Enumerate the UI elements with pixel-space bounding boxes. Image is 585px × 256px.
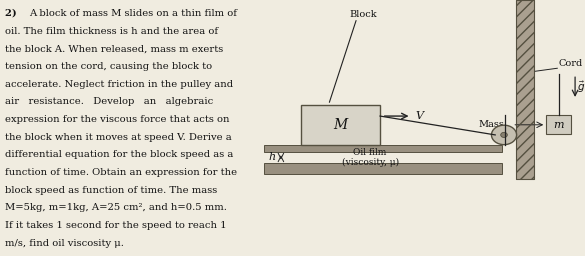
Text: Oil film
(viscosity, μ): Oil film (viscosity, μ) xyxy=(342,148,399,167)
Text: differential equation for the block speed as a: differential equation for the block spee… xyxy=(5,150,233,159)
Text: V: V xyxy=(415,111,424,121)
Text: h: h xyxy=(268,152,275,163)
Text: If it takes 1 second for the speed to reach 1: If it takes 1 second for the speed to re… xyxy=(5,221,227,230)
Text: m: m xyxy=(553,120,564,130)
Bar xyxy=(546,115,571,134)
Text: air   resistance.   Develop   an   algebraic: air resistance. Develop an algebraic xyxy=(5,97,214,106)
Text: Mass: Mass xyxy=(478,120,504,129)
Circle shape xyxy=(491,125,517,145)
Bar xyxy=(264,145,503,152)
Text: block speed as function of time. The mass: block speed as function of time. The mas… xyxy=(5,186,218,195)
Text: expression for the viscous force that acts on: expression for the viscous force that ac… xyxy=(5,115,229,124)
Bar xyxy=(264,163,503,174)
Text: m/s, find oil viscosity μ.: m/s, find oil viscosity μ. xyxy=(5,239,124,248)
Text: accelerate. Neglect friction in the pulley and: accelerate. Neglect friction in the pull… xyxy=(5,80,233,89)
Text: $\vec{g}$: $\vec{g}$ xyxy=(577,79,585,95)
Text: A block of mass M slides on a thin film of: A block of mass M slides on a thin film … xyxy=(29,9,238,18)
Text: tension on the cord, causing the block to: tension on the cord, causing the block t… xyxy=(5,62,212,71)
Bar xyxy=(515,0,534,179)
Text: function of time. Obtain an expression for the: function of time. Obtain an expression f… xyxy=(5,168,237,177)
Text: oil. The film thickness is h and the area of: oil. The film thickness is h and the are… xyxy=(5,27,218,36)
Circle shape xyxy=(501,132,507,137)
Bar xyxy=(301,105,380,145)
Text: the block when it moves at speed V. Derive a: the block when it moves at speed V. Deri… xyxy=(5,133,232,142)
Text: the block A. When released, mass m exerts: the block A. When released, mass m exert… xyxy=(5,44,223,53)
Text: Block: Block xyxy=(350,9,377,19)
Text: 2): 2) xyxy=(5,9,20,18)
Text: M=5kg, m=1kg, A=25 cm², and h=0.5 mm.: M=5kg, m=1kg, A=25 cm², and h=0.5 mm. xyxy=(5,203,227,212)
Bar xyxy=(515,0,534,179)
Text: Cord: Cord xyxy=(558,59,582,69)
Text: M: M xyxy=(333,118,347,132)
